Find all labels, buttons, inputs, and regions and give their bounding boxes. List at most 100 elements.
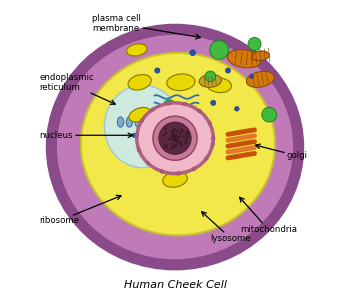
Circle shape [179,141,181,144]
Circle shape [165,131,167,134]
Circle shape [173,136,175,138]
Ellipse shape [144,117,150,127]
Circle shape [180,142,182,144]
Ellipse shape [160,106,167,111]
Circle shape [171,147,173,149]
Circle shape [163,134,166,136]
Circle shape [186,136,188,139]
Circle shape [164,128,167,130]
Ellipse shape [117,117,124,127]
Ellipse shape [129,107,150,122]
Circle shape [160,170,164,173]
Circle shape [163,145,166,147]
Circle shape [187,135,190,138]
Circle shape [151,107,155,111]
Circle shape [173,136,176,139]
Circle shape [174,138,176,140]
Circle shape [172,130,174,132]
Ellipse shape [153,116,197,160]
Circle shape [175,135,177,138]
Circle shape [173,135,176,137]
Circle shape [172,130,175,132]
Circle shape [166,143,168,145]
Circle shape [186,131,189,133]
Circle shape [173,128,176,130]
Circle shape [186,142,188,144]
Ellipse shape [159,122,191,154]
Text: lysosome: lysosome [202,212,251,243]
Circle shape [173,146,175,148]
Circle shape [205,157,208,160]
Circle shape [211,136,215,140]
Circle shape [172,138,175,141]
Circle shape [171,138,174,140]
Circle shape [176,172,180,175]
Circle shape [135,134,139,137]
Circle shape [176,142,178,144]
Circle shape [225,68,231,73]
Circle shape [171,130,173,133]
Text: golgi: golgi [256,144,308,160]
Text: mitochondria: mitochondria [240,197,297,234]
Ellipse shape [126,44,147,56]
Circle shape [210,40,229,59]
Circle shape [175,135,177,137]
Ellipse shape [135,117,141,127]
Ellipse shape [137,103,213,174]
Text: ribosome: ribosome [40,195,121,225]
Circle shape [172,133,174,135]
Circle shape [181,130,183,133]
Circle shape [205,71,216,82]
Circle shape [140,119,143,122]
Text: nucleus: nucleus [40,131,133,140]
Circle shape [183,135,185,138]
Ellipse shape [207,78,231,93]
Circle shape [171,130,173,133]
Text: plasma cell
membrane: plasma cell membrane [92,14,200,39]
Circle shape [176,136,178,138]
Circle shape [208,122,211,125]
Circle shape [163,100,175,112]
Ellipse shape [148,112,155,117]
Circle shape [187,134,189,136]
Circle shape [132,133,136,137]
Circle shape [137,148,141,152]
Circle shape [170,135,173,138]
Circle shape [175,140,178,142]
Circle shape [155,68,160,73]
Circle shape [177,139,179,141]
Ellipse shape [199,74,222,87]
Circle shape [175,140,177,142]
Ellipse shape [227,50,261,68]
Circle shape [175,144,177,146]
Circle shape [146,161,150,165]
Ellipse shape [81,53,275,236]
Circle shape [211,142,215,146]
Circle shape [175,137,178,139]
Ellipse shape [104,85,181,168]
Ellipse shape [126,117,133,127]
Circle shape [181,128,183,130]
Text: endoplasmic
reticulum: endoplasmic reticulum [40,73,115,104]
Circle shape [185,133,188,135]
Circle shape [186,132,189,134]
Circle shape [171,143,174,145]
Circle shape [198,110,201,113]
Circle shape [173,136,176,138]
Ellipse shape [246,71,274,87]
Text: Human Cheek Cell: Human Cheek Cell [124,280,226,290]
Ellipse shape [163,172,187,187]
Circle shape [171,135,173,137]
Circle shape [184,139,187,142]
Circle shape [172,139,174,141]
Circle shape [185,140,187,142]
Circle shape [234,106,239,111]
Circle shape [178,136,181,138]
Circle shape [193,167,196,171]
Circle shape [173,132,175,134]
Circle shape [248,38,261,50]
Circle shape [180,144,182,146]
Circle shape [173,146,175,148]
Circle shape [173,137,176,140]
Circle shape [190,50,196,56]
